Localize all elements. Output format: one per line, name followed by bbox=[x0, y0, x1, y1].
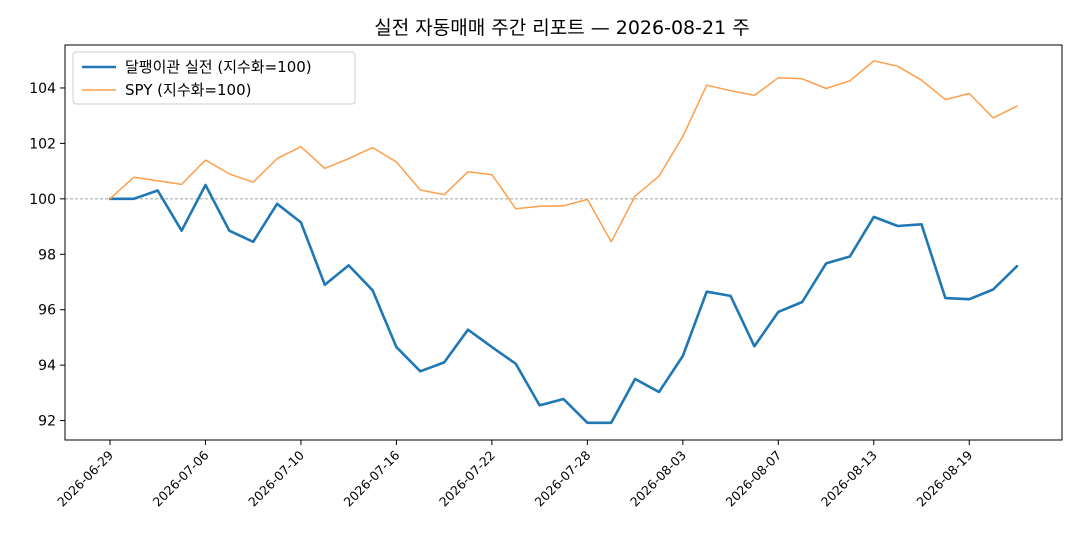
y-tick-label-96: 96 bbox=[38, 303, 56, 319]
chart-title: 실전 자동매매 주간 리포트 — 2026-08-21 주 bbox=[374, 17, 749, 39]
axes-frame bbox=[64, 44, 1063, 441]
y-tick-label-94: 94 bbox=[38, 358, 56, 374]
legend: 달팽이관 실전 (지수화=100) SPY (지수화=100) bbox=[72, 51, 356, 105]
legend-label-1: SPY (지수화=100) bbox=[125, 81, 251, 99]
series-line-0 bbox=[108, 183, 1019, 425]
legend-box bbox=[72, 51, 356, 105]
y-tick-label-102: 102 bbox=[29, 136, 56, 152]
y-tick-label-92: 92 bbox=[38, 414, 56, 430]
legend-label-0: 달팽이관 실전 (지수화=100) bbox=[125, 58, 312, 76]
y-tick-label-104: 104 bbox=[29, 81, 56, 97]
y-tick-label-98: 98 bbox=[38, 247, 56, 263]
series-line-1 bbox=[109, 60, 1018, 243]
y-tick-label-100: 100 bbox=[29, 192, 56, 208]
